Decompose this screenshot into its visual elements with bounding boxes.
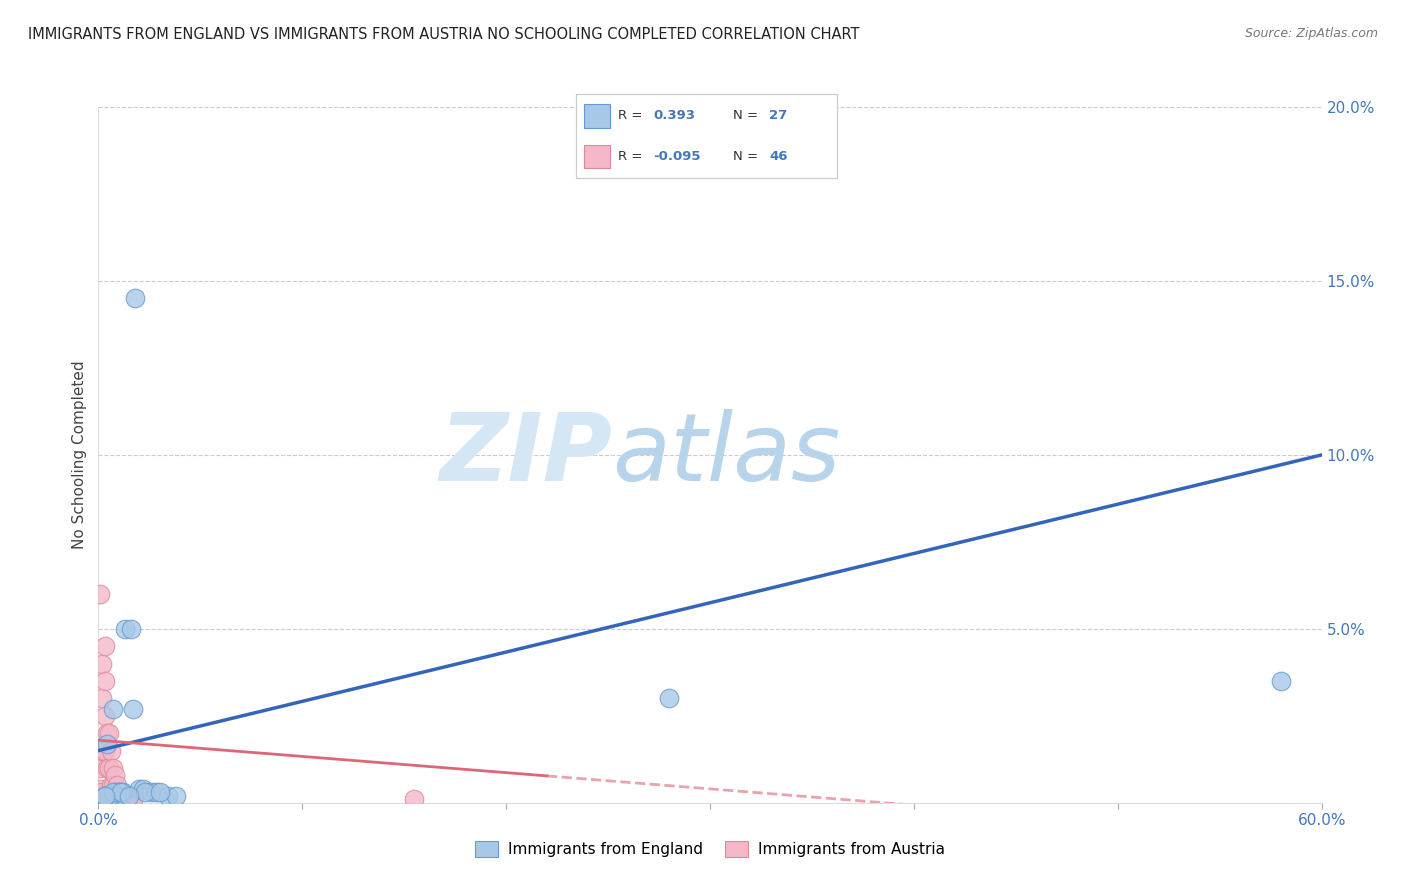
Point bbox=[101, 785, 124, 799]
Point bbox=[156, 789, 179, 803]
Point bbox=[91, 744, 114, 758]
Point bbox=[89, 587, 111, 601]
Point bbox=[149, 785, 172, 799]
Text: 0.393: 0.393 bbox=[654, 109, 695, 122]
Point bbox=[101, 761, 124, 775]
Point bbox=[97, 726, 120, 740]
Point bbox=[97, 792, 120, 806]
Point bbox=[105, 778, 128, 792]
Point bbox=[89, 781, 111, 796]
Point bbox=[110, 785, 132, 799]
Point bbox=[124, 789, 146, 803]
Text: 46: 46 bbox=[769, 150, 787, 163]
Point bbox=[89, 761, 111, 775]
Point bbox=[104, 792, 127, 806]
Point bbox=[105, 792, 128, 806]
Text: ZIP: ZIP bbox=[439, 409, 612, 501]
Point bbox=[96, 737, 118, 751]
Point bbox=[93, 674, 115, 689]
Bar bbox=[585, 103, 610, 128]
Point bbox=[100, 792, 122, 806]
Point bbox=[120, 622, 142, 636]
Point bbox=[134, 785, 156, 799]
Point bbox=[118, 789, 141, 803]
Point bbox=[114, 622, 136, 636]
Point bbox=[110, 792, 132, 806]
Point bbox=[108, 785, 131, 799]
Text: atlas: atlas bbox=[612, 409, 841, 500]
Text: 27: 27 bbox=[769, 109, 787, 122]
Point bbox=[91, 785, 114, 799]
Point bbox=[120, 792, 142, 806]
Point bbox=[101, 792, 124, 806]
Text: R =: R = bbox=[619, 150, 643, 163]
Point bbox=[89, 789, 111, 803]
Text: N =: N = bbox=[733, 150, 758, 163]
Point bbox=[114, 792, 136, 806]
Point bbox=[96, 726, 118, 740]
Point bbox=[91, 691, 114, 706]
Point bbox=[108, 792, 131, 806]
Legend: Immigrants from England, Immigrants from Austria: Immigrants from England, Immigrants from… bbox=[468, 833, 952, 864]
Point bbox=[145, 785, 167, 799]
Point bbox=[128, 781, 150, 796]
Point bbox=[101, 778, 124, 792]
Point bbox=[89, 785, 111, 799]
Text: IMMIGRANTS FROM ENGLAND VS IMMIGRANTS FROM AUSTRIA NO SCHOOLING COMPLETED CORREL: IMMIGRANTS FROM ENGLAND VS IMMIGRANTS FR… bbox=[28, 27, 859, 42]
Point bbox=[100, 778, 122, 792]
Point bbox=[91, 792, 114, 806]
Y-axis label: No Schooling Completed: No Schooling Completed bbox=[72, 360, 87, 549]
Point bbox=[111, 792, 134, 806]
Point bbox=[93, 708, 115, 723]
Point bbox=[658, 691, 681, 706]
Point bbox=[93, 792, 115, 806]
Point bbox=[165, 789, 187, 803]
Point bbox=[93, 744, 115, 758]
Bar bbox=[585, 145, 610, 169]
Point bbox=[124, 291, 146, 305]
Point bbox=[93, 789, 115, 803]
Point bbox=[115, 792, 138, 806]
Point bbox=[108, 785, 131, 799]
Point bbox=[96, 761, 118, 775]
Text: -0.095: -0.095 bbox=[654, 150, 700, 163]
Point bbox=[96, 789, 118, 803]
Point bbox=[97, 789, 120, 803]
Point bbox=[89, 792, 111, 806]
Point bbox=[96, 792, 118, 806]
Text: N =: N = bbox=[733, 109, 758, 122]
Point bbox=[91, 657, 114, 671]
Point bbox=[105, 789, 128, 803]
Point bbox=[93, 639, 115, 653]
Point bbox=[93, 789, 115, 803]
Point bbox=[89, 789, 111, 803]
Point bbox=[404, 792, 426, 806]
Point bbox=[97, 761, 120, 775]
Point bbox=[100, 789, 122, 803]
Point bbox=[101, 702, 124, 716]
Point bbox=[91, 789, 114, 803]
Point bbox=[141, 785, 163, 799]
Text: Source: ZipAtlas.com: Source: ZipAtlas.com bbox=[1244, 27, 1378, 40]
Text: R =: R = bbox=[619, 109, 643, 122]
Point bbox=[104, 785, 127, 799]
Point bbox=[100, 744, 122, 758]
Point bbox=[89, 792, 111, 806]
Point bbox=[122, 702, 145, 716]
Point bbox=[104, 768, 127, 782]
Point bbox=[132, 781, 155, 796]
Point bbox=[93, 789, 115, 803]
Point bbox=[111, 785, 134, 799]
Point bbox=[1270, 674, 1292, 689]
